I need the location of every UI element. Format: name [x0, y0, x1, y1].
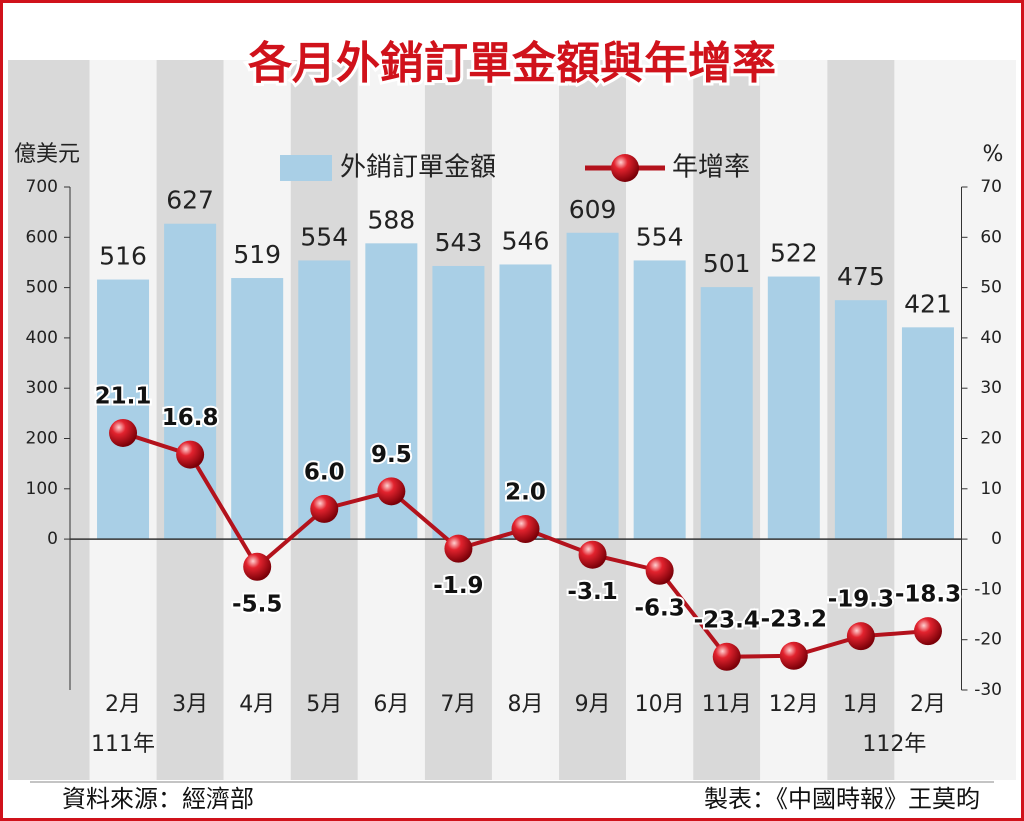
point: [444, 534, 473, 563]
y-tick-label: 500: [26, 278, 58, 298]
point: [779, 641, 808, 670]
y2-tick-label: -30: [974, 680, 1002, 700]
bar: [298, 260, 351, 540]
bar: [97, 279, 150, 540]
point: [310, 494, 339, 523]
point-value-label: 2.0: [505, 480, 546, 506]
point: [377, 477, 406, 506]
bar: [566, 232, 619, 540]
x-tick-label: 10月: [635, 692, 685, 717]
bar-value-label: 501: [703, 249, 751, 278]
bar: [901, 327, 954, 540]
bar: [499, 264, 552, 540]
y-tick-label: 700: [26, 177, 58, 197]
bar: [834, 300, 887, 540]
bar-value-label: 516: [99, 242, 147, 271]
stripe: [8, 60, 90, 780]
bar-value-label: 627: [166, 186, 214, 215]
bar-value-label: 543: [435, 228, 483, 257]
bar: [633, 260, 686, 540]
point: [109, 418, 138, 447]
y2-tick-label: 20: [980, 429, 1002, 449]
y-axis-label: 億美元: [14, 142, 80, 167]
bar: [231, 278, 284, 540]
point-value-label: -23.4: [694, 607, 760, 633]
x-tick-label: 12月: [769, 692, 819, 717]
point-value-label: 21.1: [95, 383, 152, 409]
y-tick-label: 100: [26, 479, 58, 499]
source: 資料來源：經濟部: [62, 785, 254, 813]
y2-tick-label: 60: [980, 227, 1002, 247]
legend-marker: [611, 154, 639, 182]
period-label: 111年: [91, 732, 155, 757]
x-tick-label: 11月: [702, 692, 752, 717]
y-tick-label: 600: [26, 227, 58, 247]
y2-tick-label: -10: [974, 579, 1002, 599]
x-tick-label: 2月: [105, 692, 141, 717]
y-tick-label: 200: [26, 429, 58, 449]
legend-label: 外銷訂單金額: [340, 153, 496, 183]
x-tick-label: 5月: [306, 692, 342, 717]
chart-title: 各月外銷訂單金額與年增率: [248, 38, 776, 89]
bar: [767, 276, 820, 540]
point: [243, 552, 272, 581]
legend-swatch: [280, 155, 332, 181]
x-tick-label: 4月: [239, 692, 275, 717]
x-tick-label: 8月: [508, 692, 544, 717]
bar-value-label: 609: [569, 195, 617, 224]
y2-tick-label: 50: [980, 278, 1002, 298]
point: [846, 622, 875, 651]
x-tick-label: 3月: [172, 692, 208, 717]
bar: [164, 223, 217, 540]
point-value-label: 16.8: [162, 405, 219, 431]
point: [176, 440, 205, 469]
x-tick-label: 1月: [843, 692, 879, 717]
y-tick-label: 300: [26, 378, 58, 398]
bar-value-label: 421: [904, 289, 952, 318]
point-value-label: 9.5: [371, 442, 412, 468]
point-value-label: 6.0: [304, 459, 345, 485]
y2-tick-label: 70: [980, 177, 1002, 197]
credit: 製表：《中國時報》王莫昀: [704, 785, 980, 813]
y2-tick-label: 40: [980, 328, 1002, 348]
y2-tick-label: 30: [980, 378, 1002, 398]
x-tick-label: 7月: [440, 692, 476, 717]
x-tick-label: 2月: [910, 692, 946, 717]
stripe: [961, 60, 1016, 780]
bar: [700, 287, 753, 540]
bar-value-label: 475: [837, 262, 885, 291]
x-tick-label: 9月: [575, 692, 611, 717]
y2-axis-label: %: [983, 142, 1004, 167]
bar-value-label: 554: [300, 222, 348, 251]
point-value-label: -5.5: [232, 591, 282, 617]
point-value-label: -19.3: [828, 587, 894, 613]
period-label: 112年: [862, 732, 926, 757]
y2-tick-label: -20: [974, 630, 1002, 650]
y-tick-label: 400: [26, 328, 58, 348]
bar-value-label: 588: [367, 205, 415, 234]
point-value-label: -18.3: [895, 582, 961, 608]
point: [578, 540, 607, 569]
x-tick-label: 6月: [373, 692, 409, 717]
y2-tick-label: 10: [980, 479, 1002, 499]
bar-value-label: 522: [770, 239, 818, 268]
bar-value-label: 546: [502, 226, 550, 255]
point: [645, 556, 674, 585]
bar-value-label: 554: [636, 222, 684, 251]
bar: [432, 265, 485, 540]
point-value-label: -1.9: [433, 573, 483, 599]
point: [511, 515, 540, 544]
y2-tick-label: 0: [991, 529, 1002, 549]
point: [712, 642, 741, 671]
point-value-label: -6.3: [635, 595, 685, 621]
y-tick-label: 0: [47, 529, 58, 549]
point-value-label: -3.1: [567, 579, 617, 605]
legend-label: 年增率: [672, 153, 750, 183]
point: [913, 617, 942, 646]
bar-value-label: 519: [233, 240, 281, 269]
point-value-label: -23.2: [761, 606, 827, 632]
